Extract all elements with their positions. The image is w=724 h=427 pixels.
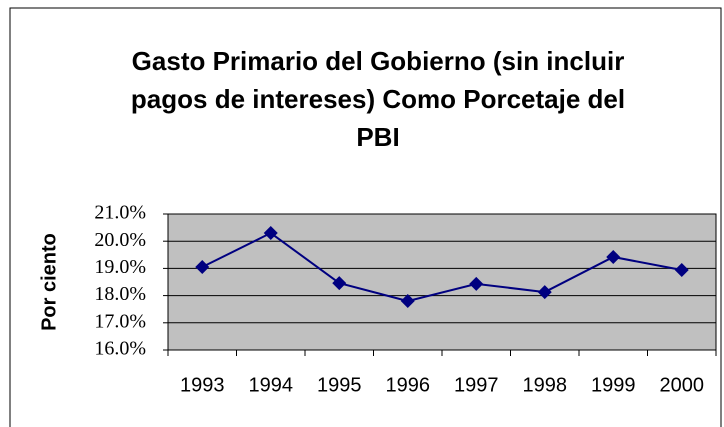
- y-tick-label: 17.0%: [94, 310, 146, 332]
- data-point: [263, 226, 278, 241]
- x-tick-label: 1999: [591, 374, 636, 396]
- x-tick-label: 1995: [317, 374, 362, 396]
- y-tick-label: 21.0%: [94, 202, 146, 224]
- data-point: [537, 285, 552, 300]
- data-point: [674, 263, 689, 278]
- chart-title: Gasto Primario del Gobierno (sin incluir…: [130, 46, 626, 152]
- data-line: [201, 231, 682, 303]
- y-tick-label: 19.0%: [94, 256, 146, 278]
- x-tick-label: 2000: [660, 374, 705, 396]
- chart-frame: [9, 7, 722, 427]
- y-tick-label: 20.0%: [94, 229, 146, 251]
- x-tick-label: 1996: [386, 374, 431, 396]
- plot-area: [167, 213, 717, 351]
- y-axis-label: Por ciento: [38, 233, 60, 331]
- x-tick-label: 1993: [180, 374, 225, 396]
- data-point: [469, 276, 484, 291]
- data-point: [195, 260, 210, 275]
- y-tick-label: 18.0%: [94, 283, 146, 305]
- x-tick-label: 1994: [249, 374, 294, 396]
- y-tick-label: 16.0%: [94, 338, 146, 360]
- data-point: [606, 249, 621, 264]
- data-point: [332, 276, 347, 291]
- x-tick-label: 1998: [523, 374, 568, 396]
- x-tick-label: 1997: [454, 374, 499, 396]
- data-point: [400, 294, 415, 309]
